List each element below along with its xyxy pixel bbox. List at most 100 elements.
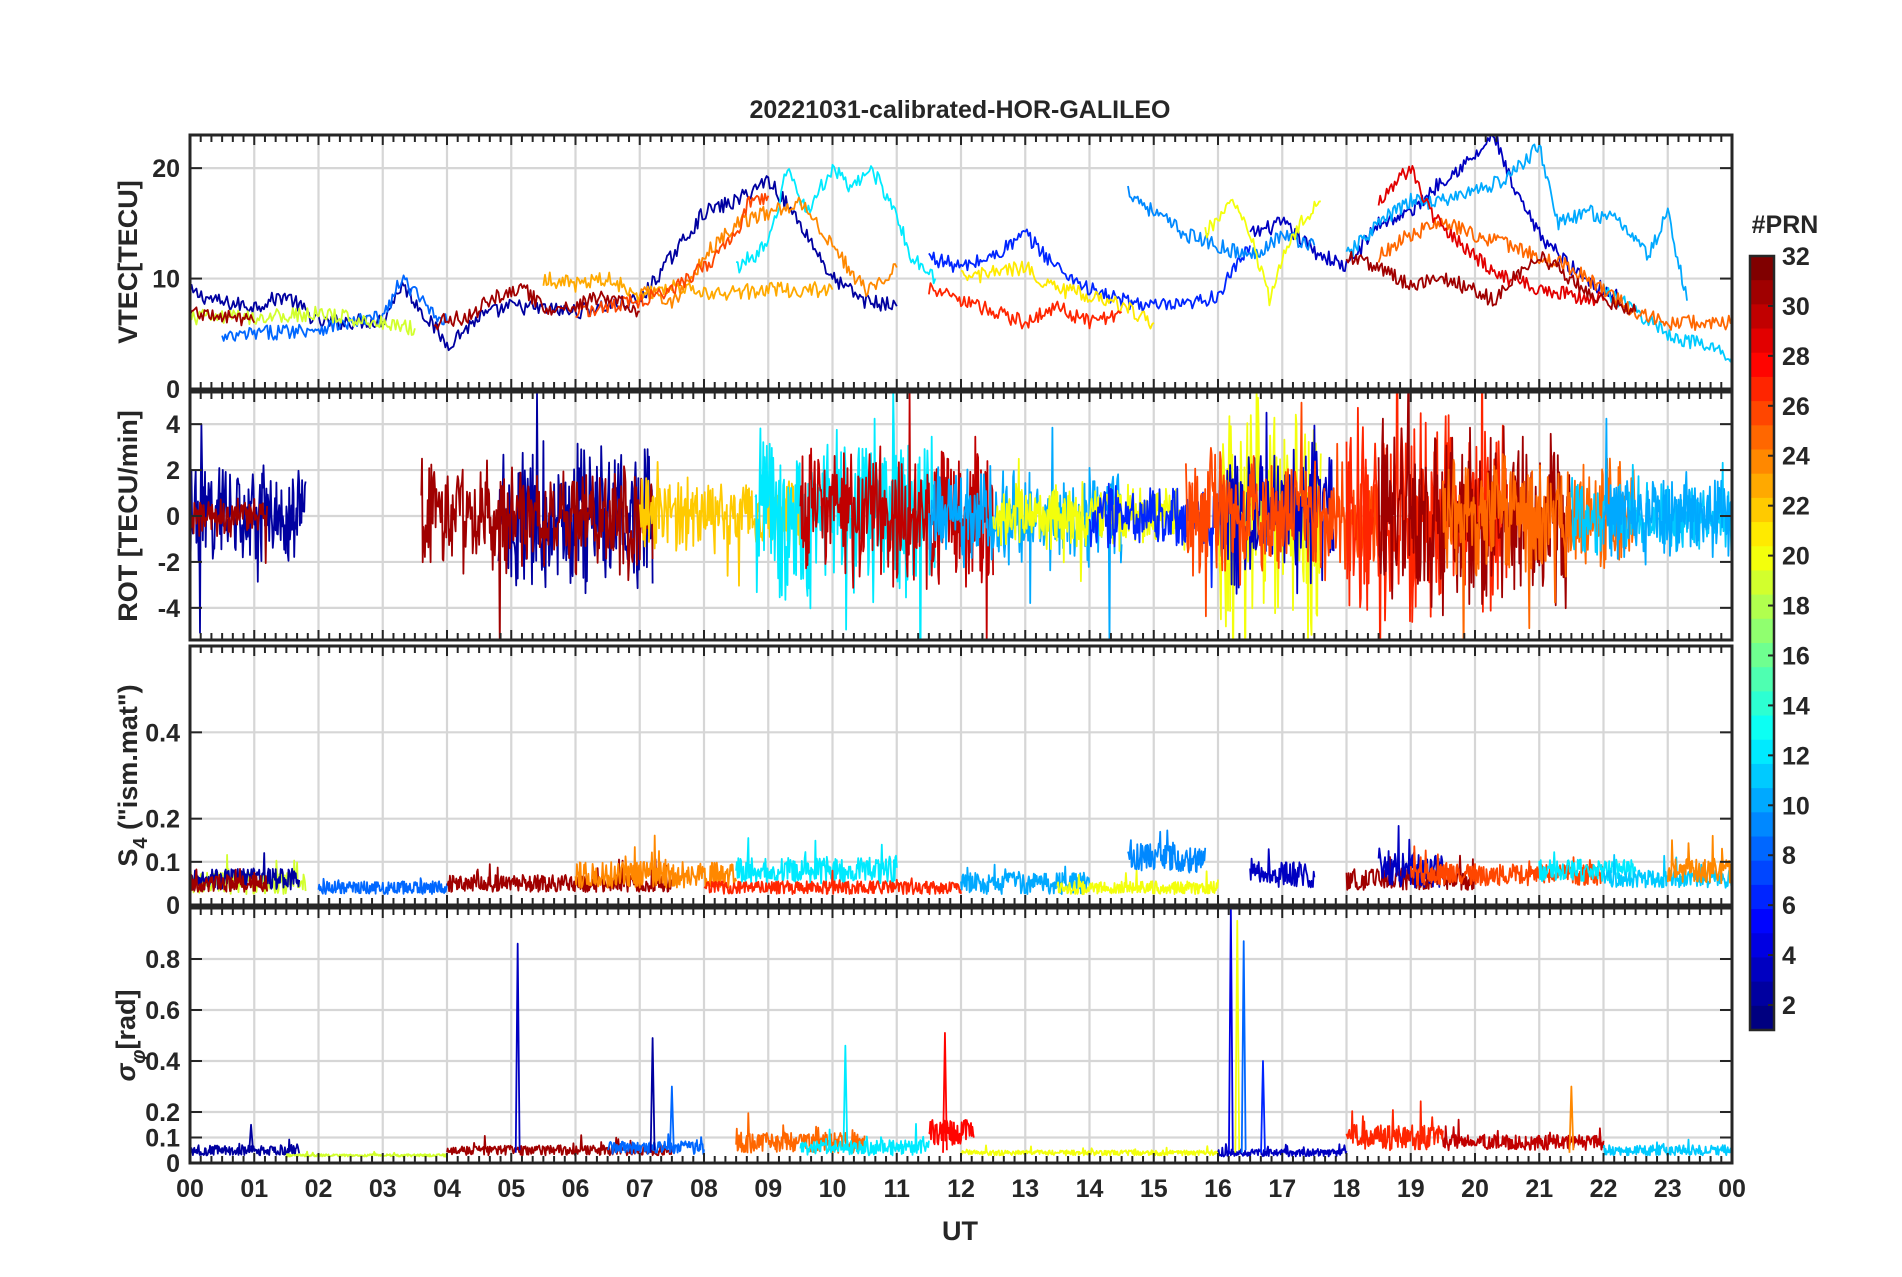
- data-sigma: [190, 908, 1732, 1158]
- series-line-prn-31: [190, 497, 268, 564]
- colorbar-tick-label: 20: [1782, 543, 1810, 571]
- x-tick-label: 21: [1525, 1175, 1553, 1203]
- series-line-prn-30: [1442, 1118, 1605, 1152]
- colorbar-band: [1750, 715, 1774, 741]
- x-tick-label: 10: [819, 1175, 847, 1203]
- x-tick-label: 00: [176, 1175, 204, 1203]
- colorbar-tick-label: 30: [1782, 293, 1810, 321]
- spike-prn-8: [669, 1085, 675, 1153]
- y-tick-label: 0: [166, 1150, 180, 1178]
- series-line-prn-27: [928, 282, 1123, 330]
- x-tick-label: 03: [369, 1175, 397, 1203]
- colorbar-band: [1750, 376, 1774, 402]
- series-line-prn-29: [1377, 164, 1605, 307]
- x-tick-label: 01: [240, 1175, 268, 1203]
- series-line-prn-10: [960, 863, 1091, 895]
- grid: [188, 908, 1734, 1165]
- spike-prn-4: [1228, 908, 1234, 1153]
- x-tick-label: 04: [433, 1175, 461, 1203]
- spike-prn-2: [649, 1037, 656, 1153]
- colorbar-tick-label: 8: [1782, 842, 1796, 870]
- x-tick-label: 07: [626, 1175, 654, 1203]
- x-tick-label: 17: [1268, 1175, 1296, 1203]
- colorbar-band: [1750, 449, 1774, 475]
- data-vtec: [190, 135, 1732, 363]
- colorbar-band: [1750, 957, 1774, 983]
- x-tick-label: 20: [1461, 1175, 1489, 1203]
- colorbar-tick-label: 24: [1782, 443, 1810, 471]
- colorbar-band: [1750, 352, 1774, 378]
- series-line-prn-11: [1602, 283, 1732, 363]
- data-s4: [190, 825, 1732, 896]
- series-line-prn-25: [1377, 217, 1732, 332]
- series-line-prn-27: [1345, 1100, 1444, 1152]
- panel-sigma: 00.10.2 0.4 0.6 0.8 σφ[rad] 00 01 02 03 04 05 06 07 0…: [111, 906, 1746, 1203]
- series-line-prn-31: [190, 868, 268, 893]
- colorbar-band: [1750, 522, 1774, 547]
- series-line-prn-20: [1204, 198, 1321, 307]
- colorbar-tick-label: 12: [1782, 742, 1810, 770]
- panel-vtec: 0 10 20 VTEC[TECU]: [113, 133, 1734, 404]
- x-tick-label: 13: [1011, 1175, 1039, 1203]
- panel-s4: 0 0.1 0.2 0.4S4 ("ism.mat"): [113, 644, 1734, 920]
- series-line-prn-31: [420, 457, 654, 640]
- series-line-prn-10: [928, 426, 1123, 640]
- x-tick-label: 06: [562, 1175, 590, 1203]
- series-line-prn-12: [1538, 851, 1637, 883]
- colorbar-band: [1750, 739, 1774, 765]
- colorbar-title: #PRN: [1752, 211, 1819, 239]
- colorbar-band: [1750, 667, 1774, 692]
- x-axis-label: UT: [942, 1216, 978, 1246]
- colorbar-band: [1750, 594, 1774, 620]
- series-line-prn-8: [607, 1133, 705, 1155]
- colorbar-band: [1750, 909, 1774, 934]
- colorbar-band: [1750, 497, 1774, 523]
- series-line-prn-12: [735, 837, 898, 885]
- colorbar-band: [1750, 304, 1774, 330]
- x-tick-label: 08: [690, 1175, 718, 1203]
- colorbar-tick-label: 4: [1782, 942, 1796, 970]
- series-line-prn-31: [446, 1134, 673, 1157]
- colorbar-band: [1750, 546, 1774, 572]
- x-tick-label: 05: [497, 1175, 525, 1203]
- x-tick-label: 22: [1590, 1175, 1618, 1203]
- y-tick-label: 0: [166, 376, 180, 404]
- series-line-prn-9: [1127, 185, 1316, 260]
- y-tick-label: 0.2: [145, 806, 180, 834]
- series-line-prn-27: [703, 869, 962, 895]
- y-tick-label: -2: [158, 549, 180, 577]
- spike-prn-3: [514, 942, 521, 1153]
- colorbar-band: [1750, 328, 1774, 354]
- x-tick-label: 00: [1718, 1175, 1746, 1203]
- x-tick-label: 14: [1076, 1175, 1104, 1203]
- series-line-prn-31: [190, 306, 256, 327]
- colorbar-band: [1750, 425, 1774, 451]
- series-line-prn-26: [575, 192, 770, 318]
- x-tick-label: 12: [947, 1175, 975, 1203]
- x-tick-label: 23: [1654, 1175, 1682, 1203]
- y-tick-label: 4: [166, 411, 180, 439]
- series-line-prn-23: [542, 271, 834, 303]
- panel-rot: -4 -2 0 2 4 ROT [TECU/min]: [113, 390, 1734, 642]
- colorbar-band: [1750, 763, 1774, 789]
- colorbar-tick-label: 28: [1782, 343, 1810, 371]
- axes-frame: [188, 390, 1734, 642]
- y-tick-label: 0.1: [145, 1125, 180, 1153]
- y-tick-label: 0: [166, 892, 180, 920]
- y-axis-label-s4: S4 ("ism.mat"): [113, 684, 152, 866]
- series-line-prn-2: [190, 423, 307, 634]
- colorbar-tick-label: 32: [1782, 243, 1810, 271]
- colorbar-tick-label: 22: [1782, 493, 1810, 521]
- axes-frame: [188, 906, 1734, 1165]
- series-line-prn-10: [1602, 417, 1732, 566]
- series-line-prn-31: [433, 283, 640, 331]
- colorbar-band: [1750, 981, 1774, 1007]
- spike-prn-24: [1568, 1085, 1575, 1153]
- y-tick-label: -4: [158, 595, 180, 623]
- colorbar-tick-label: 6: [1782, 892, 1796, 920]
- chart-title: 20221031-calibrated-HOR-GALILEO: [750, 96, 1171, 124]
- colorbar-band: [1750, 860, 1774, 886]
